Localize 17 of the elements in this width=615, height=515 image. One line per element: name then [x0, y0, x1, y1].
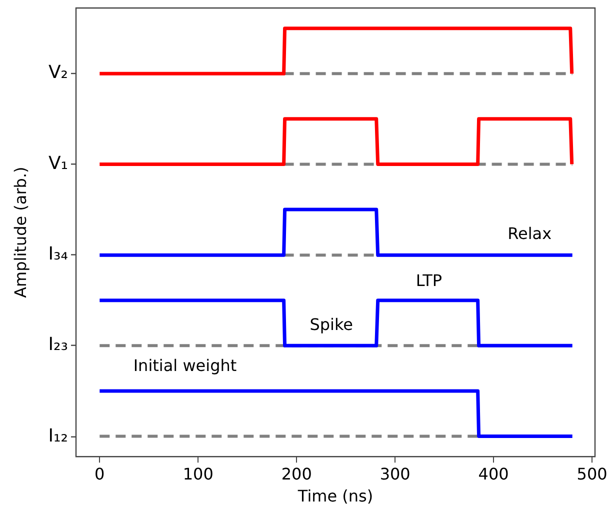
y-axis-title: Amplitude (arb.) — [11, 166, 30, 298]
annotation: Relax — [508, 224, 552, 244]
x-axis-title: Time (ns) — [296, 486, 374, 506]
x-tick-label: 100 — [182, 464, 214, 484]
x-tick-label: 300 — [380, 464, 410, 484]
text: I₁₂ — [48, 426, 68, 447]
x-tick-label: 0 — [94, 464, 105, 484]
annotation: LTP — [416, 270, 442, 290]
text: V₂ — [48, 62, 68, 84]
annotation: Spike — [310, 315, 353, 334]
x-tick-label: 500 — [576, 464, 608, 484]
text: V₁ — [48, 152, 68, 174]
text: I₃₄ — [48, 243, 68, 264]
text: I₂₃ — [48, 334, 68, 356]
annotation: Initial weight — [133, 356, 237, 376]
x-tick-label: 200 — [281, 464, 312, 484]
x-tick-label: 400 — [478, 464, 509, 484]
